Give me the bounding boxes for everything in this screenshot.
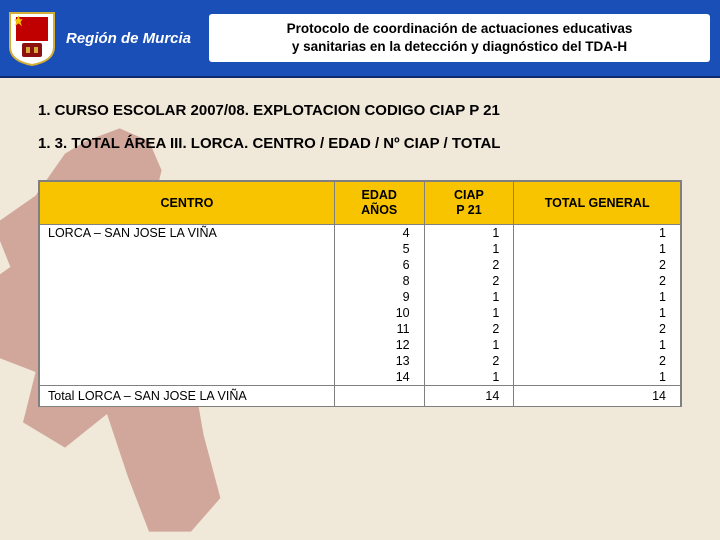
cell-ciap: 2 (424, 321, 514, 337)
cell-total: 2 (514, 273, 681, 289)
total-label: Total LORCA – SAN JOSE LA VIÑA (40, 386, 335, 407)
cell-centro (40, 241, 335, 257)
col-centro: CENTRO (40, 182, 335, 225)
data-table: CENTRO EDADAÑOS CIAPP 21 TOTAL GENERAL L… (39, 181, 681, 406)
table-row: 911 (40, 289, 681, 305)
cell-ciap: 1 (424, 289, 514, 305)
cell-edad: 8 (334, 273, 424, 289)
cell-total: 1 (514, 225, 681, 242)
cell-centro (40, 337, 335, 353)
cell-edad: 4 (334, 225, 424, 242)
content-area: 1. CURSO ESCOLAR 2007/08. EXPLOTACION CO… (0, 78, 720, 417)
cell-centro (40, 353, 335, 369)
cell-ciap: 2 (424, 273, 514, 289)
cell-total: 2 (514, 257, 681, 273)
total-ciap: 14 (424, 386, 514, 407)
cell-edad: 10 (334, 305, 424, 321)
col-edad-text: EDADAÑOS (361, 188, 397, 217)
heading-secondary: 1. 3. TOTAL ÁREA III. LORCA. CENTRO / ED… (38, 135, 682, 152)
cell-ciap: 2 (424, 353, 514, 369)
cell-total: 2 (514, 321, 681, 337)
col-ciap: CIAPP 21 (424, 182, 514, 225)
cell-centro (40, 273, 335, 289)
cell-centro (40, 305, 335, 321)
table-row: LORCA – SAN JOSE LA VIÑA411 (40, 225, 681, 242)
table-row: 822 (40, 273, 681, 289)
table-row: 622 (40, 257, 681, 273)
cell-edad: 6 (334, 257, 424, 273)
cell-centro (40, 289, 335, 305)
cell-total: 1 (514, 369, 681, 386)
region-label: Región de Murcia (66, 30, 191, 47)
col-total: TOTAL GENERAL (514, 182, 681, 225)
cell-centro (40, 369, 335, 386)
header-band: Región de Murcia Protocolo de coordinaci… (0, 0, 720, 78)
cell-ciap: 2 (424, 257, 514, 273)
cell-ciap: 1 (424, 225, 514, 242)
cell-centro (40, 257, 335, 273)
cell-total: 1 (514, 305, 681, 321)
col-ciap-text: CIAPP 21 (454, 188, 484, 217)
cell-centro (40, 321, 335, 337)
region-shield-icon (8, 9, 56, 67)
header-title-line2: y sanitarias en la detección y diagnósti… (219, 38, 700, 56)
table-row: 1411 (40, 369, 681, 386)
data-table-container: CENTRO EDADAÑOS CIAPP 21 TOTAL GENERAL L… (38, 180, 682, 407)
cell-ciap: 1 (424, 241, 514, 257)
cell-centro: LORCA – SAN JOSE LA VIÑA (40, 225, 335, 242)
cell-total: 1 (514, 337, 681, 353)
table-row: 1011 (40, 305, 681, 321)
table-total-row: Total LORCA – SAN JOSE LA VIÑA 1414 (40, 386, 681, 407)
cell-total: 2 (514, 353, 681, 369)
table-row: 511 (40, 241, 681, 257)
cell-edad: 14 (334, 369, 424, 386)
cell-total: 1 (514, 241, 681, 257)
cell-ciap: 1 (424, 369, 514, 386)
cell-edad: 11 (334, 321, 424, 337)
table-row: 1211 (40, 337, 681, 353)
cell-edad: 13 (334, 353, 424, 369)
total-general: 14 (514, 386, 681, 407)
cell-ciap: 1 (424, 305, 514, 321)
header-title-line1: Protocolo de coordinación de actuaciones… (219, 20, 700, 38)
table-row: 1322 (40, 353, 681, 369)
cell-edad: 12 (334, 337, 424, 353)
table-header-row: CENTRO EDADAÑOS CIAPP 21 TOTAL GENERAL (40, 182, 681, 225)
cell-ciap: 1 (424, 337, 514, 353)
cell-total: 1 (514, 289, 681, 305)
col-edad: EDADAÑOS (334, 182, 424, 225)
header-title: Protocolo de coordinación de actuaciones… (209, 14, 710, 62)
heading-primary: 1. CURSO ESCOLAR 2007/08. EXPLOTACION CO… (38, 102, 682, 119)
cell-edad: 9 (334, 289, 424, 305)
total-edad (334, 386, 424, 407)
table-row: 1122 (40, 321, 681, 337)
table-body: LORCA – SAN JOSE LA VIÑA4115116228229111… (40, 225, 681, 407)
cell-edad: 5 (334, 241, 424, 257)
